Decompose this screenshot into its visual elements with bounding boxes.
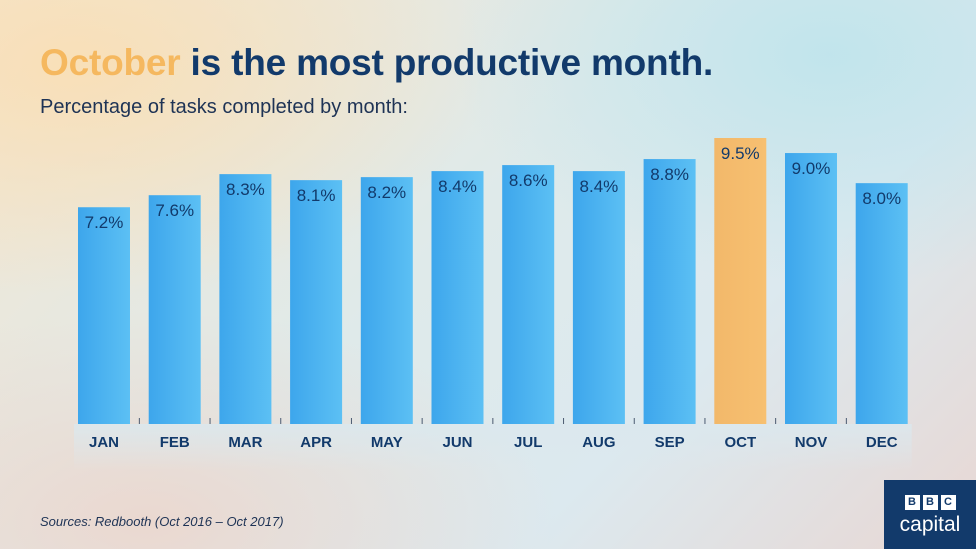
bbc-capital-logo: B B C capital [884, 480, 976, 549]
x-tick-mar: MAR [228, 434, 262, 451]
data-label-jan: 7.2% [85, 213, 124, 232]
data-label-aug: 8.4% [580, 177, 619, 196]
bbc-letter: B [922, 495, 938, 510]
bar-sep [643, 159, 696, 425]
bar-dec [855, 183, 908, 424]
x-tick-sep: SEP [655, 434, 685, 451]
x-axis-band [74, 424, 912, 470]
data-label-nov: 9.0% [792, 159, 831, 178]
x-tick-may: MAY [371, 434, 403, 451]
bar-mar [219, 174, 272, 424]
data-label-dec: 8.0% [862, 189, 901, 208]
x-tick-apr: APR [300, 434, 332, 451]
x-tick-jun: JUN [442, 434, 472, 451]
data-label-oct: 9.5% [721, 144, 760, 163]
bbc-blocks: B B C [884, 495, 976, 510]
bar-oct [714, 138, 767, 424]
bar-may [360, 177, 413, 424]
x-tick-aug: AUG [582, 434, 615, 451]
bar-aug [572, 171, 625, 424]
bar-jan [78, 207, 130, 424]
x-tick-dec: DEC [866, 434, 898, 451]
capital-wordmark: capital [899, 513, 961, 536]
chart-headline: October is the most productive month. [40, 42, 713, 84]
bbc-letter: C [940, 495, 956, 510]
data-label-apr: 8.1% [297, 186, 336, 205]
bar-nov [785, 153, 837, 425]
bar-jul [502, 165, 555, 425]
x-tick-jan: JAN [89, 434, 119, 451]
source-note: Sources: Redbooth (Oct 2016 – Oct 2017) [40, 514, 284, 529]
chart-subtitle: Percentage of tasks completed by month: [40, 96, 408, 118]
bar-feb [148, 195, 201, 424]
x-tick-jul: JUL [514, 434, 542, 451]
bar-jun [431, 171, 484, 424]
x-tick-feb: FEB [160, 434, 190, 451]
x-tick-nov: NOV [795, 434, 828, 451]
data-label-may: 8.2% [367, 183, 406, 202]
x-tick-oct: OCT [724, 434, 756, 451]
data-label-feb: 7.6% [155, 201, 194, 220]
data-label-jul: 8.6% [509, 171, 548, 190]
data-label-jun: 8.4% [438, 177, 477, 196]
bbc-letter: B [904, 495, 920, 510]
headline-highlight: October [40, 42, 181, 83]
data-label-mar: 8.3% [226, 180, 265, 199]
bar-apr [290, 180, 343, 424]
headline-rest: is the most productive month. [180, 42, 714, 83]
data-label-sep: 8.8% [650, 165, 689, 184]
